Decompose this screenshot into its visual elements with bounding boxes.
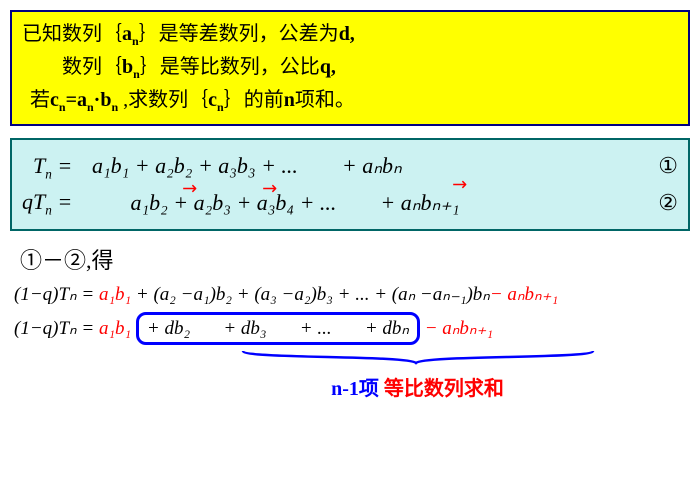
sub-n: n bbox=[45, 166, 52, 181]
d: d, bbox=[339, 23, 355, 45]
under-brace-icon bbox=[238, 349, 598, 367]
T: T bbox=[33, 153, 45, 178]
text: 项和。 bbox=[295, 89, 355, 111]
seq-b: b bbox=[122, 56, 133, 78]
text: 若 bbox=[30, 89, 50, 111]
rhs: a₁b₂ + a₂b₃ + a₃b₄ + ... + aₙbₙ₊₁ bbox=[92, 185, 648, 220]
lhs: (1−q)Tₙ = bbox=[14, 284, 99, 305]
term-anbn1: − aₙbₙ₊₁ bbox=[420, 318, 493, 339]
subtract-label: ①－②,得 bbox=[20, 243, 690, 275]
sub-n: n bbox=[45, 202, 52, 217]
brace-region: n-1项 等比数列求和 bbox=[10, 349, 690, 401]
problem-line3: 若cn=an·bn ,求数列｛cn｝的前n项和。 bbox=[22, 84, 678, 117]
derivation-box: Tn = a₁b₁ + a₂b₂ + a₃b₃ + ... + aₙbₙ ① q… bbox=[10, 138, 690, 231]
mid-terms: + (a₂ −a₁)b₂ + (a₃ −a₂)b₃ + ... + (aₙ −a… bbox=[136, 284, 490, 305]
sub: n bbox=[217, 100, 224, 114]
text: ,求数列｛ bbox=[118, 89, 208, 111]
q: q, bbox=[320, 56, 336, 78]
qT: qT bbox=[22, 189, 45, 214]
text: 数列｛ bbox=[62, 56, 122, 78]
method-label: 等比数列求和 bbox=[384, 378, 504, 400]
eq-sign: = bbox=[52, 153, 72, 178]
n: n bbox=[284, 89, 295, 111]
label-1: ① bbox=[648, 148, 678, 183]
lhs: (1−q)Tₙ = bbox=[14, 318, 99, 339]
problem-box: 已知数列｛an｝是等差数列，公差为d, 数列｛bn｝是等比数列，公比q, 若cn… bbox=[10, 10, 690, 126]
sub: n bbox=[87, 100, 94, 114]
label-2: ② bbox=[648, 185, 678, 220]
bn: b bbox=[100, 89, 111, 111]
lhs: qTn = bbox=[22, 184, 92, 221]
count-label: n-1项 bbox=[331, 378, 384, 400]
result-eq-1: (1−q)Tₙ = a₁b₁ + (a₂ −a₁)b₂ + (a₃ −a₂)b₃… bbox=[14, 283, 690, 306]
equation-1: Tn = a₁b₁ + a₂b₂ + a₃b₃ + ... + aₙbₙ ① bbox=[22, 148, 678, 185]
problem-line1: 已知数列｛an｝是等差数列，公差为d, bbox=[22, 18, 678, 51]
term-a1b1: a₁b₁ bbox=[99, 318, 136, 339]
lhs: Tn = bbox=[22, 148, 92, 185]
rhs: a₁b₁ + a₂b₂ + a₃b₃ + ... + aₙbₙ bbox=[92, 148, 648, 183]
eq-sign: = bbox=[52, 189, 72, 214]
brace-label: n-1项 等比数列求和 bbox=[145, 372, 690, 401]
result-eq-2: (1−q)Tₙ = a₁b₁ + db₂ + db₃ + ... + dbₙ −… bbox=[14, 312, 690, 345]
term-anbn1: − aₙbₙ₊₁ bbox=[490, 284, 558, 305]
cn: c bbox=[50, 89, 59, 111]
text: ｝是等比数列，公比 bbox=[140, 56, 320, 78]
an: a bbox=[77, 89, 87, 111]
text: ｝的前 bbox=[224, 89, 284, 111]
sub-n: n bbox=[133, 67, 140, 81]
cn2: c bbox=[208, 89, 217, 111]
db-terms: + db₂ + db₃ + ... + dbₙ bbox=[147, 318, 409, 339]
geometric-sum-box: + db₂ + db₃ + ... + dbₙ bbox=[136, 312, 420, 345]
term-a1b1: a₁b₁ bbox=[99, 284, 136, 305]
sub: n bbox=[59, 100, 66, 114]
eq: = bbox=[66, 89, 77, 111]
equation-2: qTn = a₁b₂ + a₂b₃ + a₃b₄ + ... + aₙbₙ₊₁ … bbox=[22, 184, 678, 221]
seq-a: a bbox=[122, 23, 132, 45]
problem-line2: 数列｛bn｝是等比数列，公比q, bbox=[22, 51, 678, 84]
text: ｝是等差数列，公差为 bbox=[139, 23, 339, 45]
sub-n: n bbox=[132, 34, 139, 48]
text: 已知数列｛ bbox=[22, 23, 122, 45]
